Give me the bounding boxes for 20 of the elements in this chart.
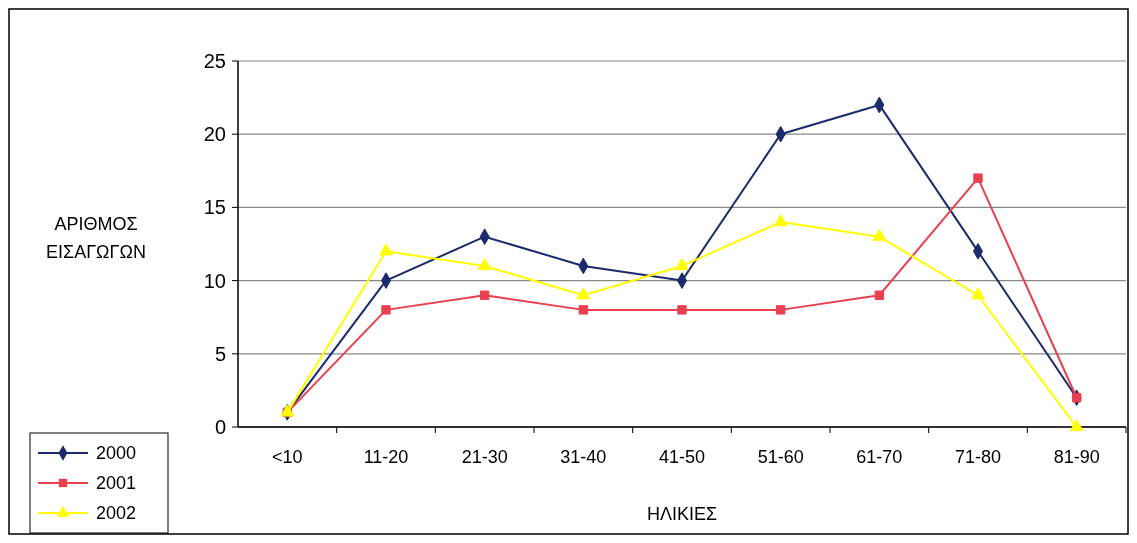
legend-label: 2002 bbox=[96, 503, 137, 524]
y-tick-label: 0 bbox=[214, 416, 226, 438]
x-tick-label: 71-80 bbox=[954, 447, 1002, 467]
y-tick-label: 25 bbox=[203, 50, 226, 72]
x-tick-label: 61-70 bbox=[856, 447, 903, 467]
x-tick-label: 31-40 bbox=[560, 447, 607, 467]
y-tick-label: 5 bbox=[214, 342, 226, 365]
x-tick-label: 11-20 bbox=[363, 447, 409, 467]
legend-label: 2001 bbox=[96, 473, 137, 494]
x-tick-label: 21-30 bbox=[461, 447, 508, 467]
legend-label: 2000 bbox=[96, 443, 137, 464]
y-axis-title: ΑΡΙΘΜΟΣ ΕΙΣΑΓΩΓΩΝ bbox=[46, 214, 146, 262]
x-tick-label: <10 bbox=[272, 447, 303, 467]
x-tick-label: 51-60 bbox=[757, 447, 804, 467]
y-tick-label: 10 bbox=[203, 269, 226, 292]
y-tick-label: 20 bbox=[203, 123, 226, 146]
y-tick-label: 15 bbox=[203, 196, 226, 219]
x-axis-title: ΗΛΙΚΙΕΣ bbox=[646, 504, 718, 524]
x-tick-label: 41-50 bbox=[658, 447, 706, 467]
x-tick-label: 81-90 bbox=[1053, 447, 1100, 467]
